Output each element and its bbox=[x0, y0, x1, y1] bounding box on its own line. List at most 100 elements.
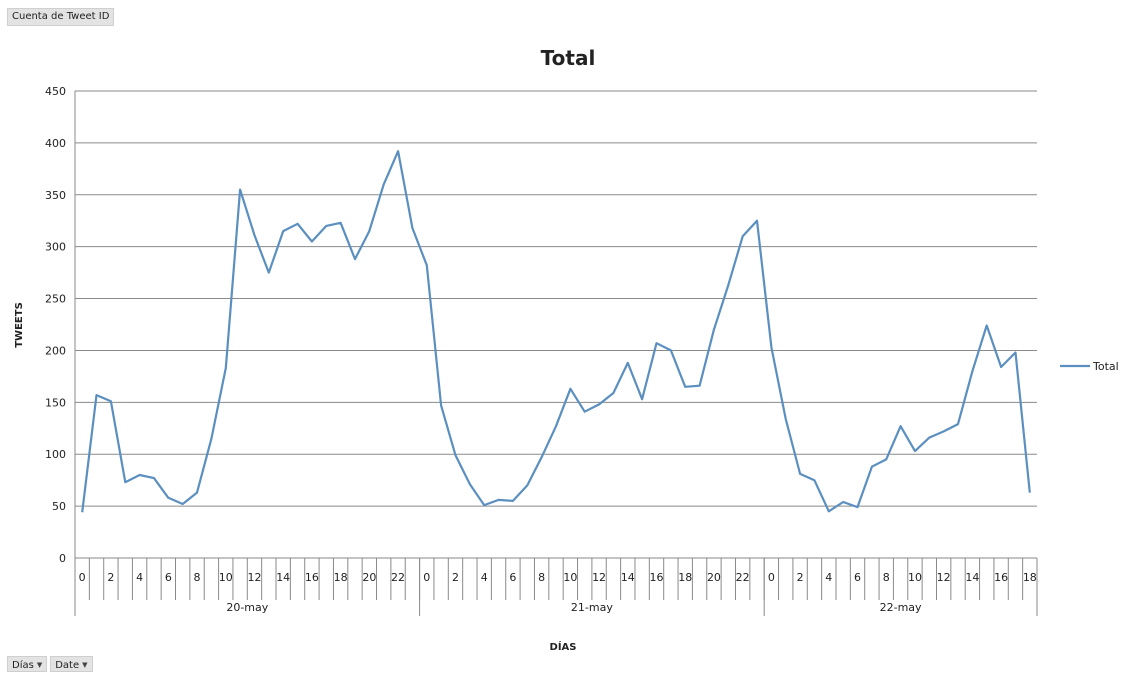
y-tick-label: 200 bbox=[45, 344, 66, 357]
x-tick-label: 8 bbox=[538, 571, 545, 584]
data-point bbox=[741, 235, 743, 237]
data-point bbox=[526, 484, 528, 486]
data-point bbox=[225, 367, 227, 369]
row-field-date-button[interactable]: Date ▼ bbox=[50, 656, 93, 672]
data-point bbox=[713, 328, 715, 330]
x-tick-label: 16 bbox=[650, 571, 664, 584]
data-point bbox=[483, 504, 485, 506]
data-point bbox=[770, 346, 772, 348]
dropdown-arrow-icon: ▼ bbox=[82, 661, 88, 669]
data-point bbox=[512, 500, 514, 502]
x-tick-label: 2 bbox=[452, 571, 459, 584]
series-layer bbox=[81, 150, 1031, 513]
x-tick-label: 12 bbox=[247, 571, 261, 584]
y-tick-label: 50 bbox=[52, 500, 66, 513]
x-tick-label: 16 bbox=[994, 571, 1008, 584]
data-point bbox=[95, 394, 97, 396]
data-point bbox=[383, 183, 385, 185]
data-point bbox=[368, 230, 370, 232]
data-point bbox=[842, 501, 844, 503]
x-tick-label: 18 bbox=[334, 571, 348, 584]
data-point bbox=[397, 150, 399, 152]
data-point bbox=[138, 474, 140, 476]
x-tick-label: 6 bbox=[509, 571, 516, 584]
x-tick-label: 18 bbox=[1023, 571, 1037, 584]
x-tick-label: 14 bbox=[276, 571, 290, 584]
data-point bbox=[296, 223, 298, 225]
data-point bbox=[899, 425, 901, 427]
data-point bbox=[196, 491, 198, 493]
data-point bbox=[153, 477, 155, 479]
row-field-date-label: Date bbox=[55, 660, 80, 671]
y-tick-label: 400 bbox=[45, 137, 66, 150]
x-tick-label: 6 bbox=[165, 571, 172, 584]
x-tick-label: 8 bbox=[194, 571, 201, 584]
data-point bbox=[1014, 351, 1016, 353]
y-tick-label: 350 bbox=[45, 189, 66, 202]
data-point bbox=[239, 188, 241, 190]
data-point bbox=[1029, 491, 1031, 493]
x-tick-label: 8 bbox=[883, 571, 890, 584]
row-fields-area: Días ▼ Date ▼ bbox=[7, 656, 93, 672]
row-field-dias-label: Días bbox=[12, 660, 34, 671]
data-point bbox=[282, 230, 284, 232]
y-tick-label: 0 bbox=[59, 552, 66, 565]
data-point bbox=[354, 258, 356, 260]
data-point bbox=[942, 430, 944, 432]
data-point bbox=[426, 264, 428, 266]
x-tick-label: 10 bbox=[563, 571, 577, 584]
data-point bbox=[957, 423, 959, 425]
legend: Total bbox=[1060, 360, 1119, 373]
data-point bbox=[828, 510, 830, 512]
data-point bbox=[569, 388, 571, 390]
dropdown-arrow-icon: ▼ bbox=[36, 661, 43, 669]
value-field-button[interactable]: Cuenta de Tweet ID bbox=[7, 8, 115, 26]
x-tick-label: 18 bbox=[678, 571, 692, 584]
y-tick-label: 300 bbox=[45, 241, 66, 254]
x-tick-label: 10 bbox=[219, 571, 233, 584]
data-point bbox=[871, 465, 873, 467]
data-point bbox=[268, 271, 270, 273]
data-point bbox=[497, 499, 499, 501]
x-tick-label: 4 bbox=[136, 571, 143, 584]
data-point bbox=[986, 324, 988, 326]
data-point bbox=[210, 437, 212, 439]
x-tick-label: 4 bbox=[481, 571, 488, 584]
x-tick-label: 2 bbox=[797, 571, 804, 584]
x-tick-label: 22 bbox=[391, 571, 405, 584]
chart-title: Total bbox=[541, 46, 596, 70]
data-point bbox=[110, 400, 112, 402]
data-point bbox=[799, 473, 801, 475]
data-point bbox=[555, 425, 557, 427]
data-point bbox=[785, 418, 787, 420]
y-axis-title: TWEETS bbox=[14, 302, 25, 348]
y-tick-label: 450 bbox=[45, 85, 66, 98]
series-line-total bbox=[81, 150, 1031, 513]
x-tick-label: 12 bbox=[937, 571, 951, 584]
data-point bbox=[411, 227, 413, 229]
data-point bbox=[598, 403, 600, 405]
data-point bbox=[612, 392, 614, 394]
data-point bbox=[540, 456, 542, 458]
data-point bbox=[454, 454, 456, 456]
data-point bbox=[928, 436, 930, 438]
data-point bbox=[81, 511, 83, 513]
data-point bbox=[181, 503, 183, 505]
x-tick-label: 12 bbox=[592, 571, 606, 584]
data-point bbox=[756, 220, 758, 222]
data-point bbox=[856, 506, 858, 508]
data-point bbox=[339, 222, 341, 224]
x-group-label: 21-may bbox=[571, 601, 613, 614]
y-tick-label: 150 bbox=[45, 396, 66, 409]
x-tick-label: 20 bbox=[707, 571, 721, 584]
x-tick-label: 6 bbox=[854, 571, 861, 584]
data-point bbox=[914, 450, 916, 452]
data-point bbox=[727, 284, 729, 286]
row-field-dias-button[interactable]: Días ▼ bbox=[7, 656, 48, 672]
x-tick-label: 2 bbox=[107, 571, 114, 584]
data-point bbox=[440, 404, 442, 406]
data-point bbox=[885, 458, 887, 460]
x-tick-label: 10 bbox=[908, 571, 922, 584]
